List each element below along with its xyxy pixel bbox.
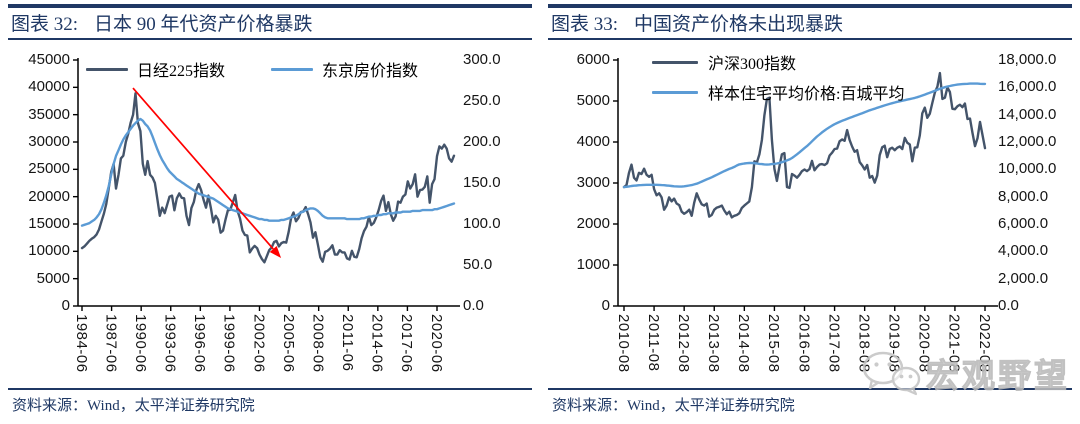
x-axis-tick-label: 2015-08 <box>765 314 783 373</box>
x-axis-tick-label: 2016-08 <box>795 314 813 373</box>
y-right-tick-label: 10,000.0 <box>998 160 1057 178</box>
y-left-tick-label: 5000 <box>576 92 610 109</box>
y-left-tick-label: 15000 <box>28 215 70 232</box>
china-plot-svg <box>613 58 998 311</box>
y-left-tick-label: 45000 <box>28 51 70 68</box>
x-axis-tick-label: 1999-06 <box>220 314 238 373</box>
legend-entry-tokyo-house: 东京房价指数 <box>271 57 418 81</box>
china-chart: 沪深300指数 样本住宅平均价格:百城平均 0 1000 2000 3000 4000 5… <box>548 40 1072 386</box>
x-axis-tick-label: 2012-08 <box>674 314 692 373</box>
y-right-tick-label: 300.0 <box>463 51 501 68</box>
legend-label-house-price: 样本住宅平均价格:百城平均 <box>708 86 905 103</box>
crash-arrow-annotation <box>269 245 282 259</box>
x-axis-tick-label: 2020-06 <box>427 314 445 373</box>
y-left-tick-label: 20000 <box>28 187 70 205</box>
x-axis-tick-label: 1993-06 <box>161 314 179 373</box>
legend-label-tokyo-house: 东京房价指数 <box>322 63 419 80</box>
panel-bottom-rule <box>548 388 1072 390</box>
legend-entry-nikkei: 日经225指数 <box>86 57 225 81</box>
y-left-tick-label: 0 <box>601 297 610 314</box>
legend-label-nikkei: 日经225指数 <box>137 63 226 80</box>
figure-panel-china: 图表 33: 中国资产价格未出现暴跌 沪深300指数 样本住宅平均价格:百城平均 … <box>548 4 1072 422</box>
x-axis-tick-label: 2022-08 <box>975 314 993 373</box>
x-axis-tick-label: 2011-08 <box>644 314 662 372</box>
y-right-tick-label: 0.0 <box>998 297 1019 314</box>
y-right-tick-label: 6,000.0 <box>998 215 1049 232</box>
y-left-tick-label: 0 <box>61 297 70 314</box>
japan-chart: 日经225指数 东京房价指数 0 5000 10000 15000 20000 25000… <box>8 40 532 386</box>
x-axis-tick-label: 2002-06 <box>250 314 268 373</box>
legend-entry-csi300: 沪深300指数 <box>652 47 904 77</box>
x-axis-tick-label: 1987-06 <box>102 314 120 373</box>
y-left-tick-label: 30000 <box>28 133 70 150</box>
figure-label: 图表 32: <box>11 14 79 35</box>
y-left-tick-label: 4000 <box>576 133 610 150</box>
x-axis-tick-label: 2005-06 <box>279 314 297 373</box>
x-axis-tick-label: 1984-06 <box>72 314 90 373</box>
figure-title-row: 图表 32: 日本 90 年代资产价格暴跌 <box>11 12 313 38</box>
y-right-tick-label: 8,000.0 <box>998 187 1049 205</box>
watermark-text: 宏观野望 <box>926 359 1070 396</box>
figure-label: 图表 33: <box>551 14 619 35</box>
x-axis-tick-label: 2021-08 <box>945 314 963 373</box>
legend-label-csi300: 沪深300指数 <box>708 56 797 73</box>
y-right-tick-label: 12,000.0 <box>998 133 1057 150</box>
y-right-tick-label: 150.0 <box>463 174 501 191</box>
y-right-tick-label: 0.0 <box>463 297 484 314</box>
x-axis-tick-label: 1990-06 <box>131 314 149 373</box>
legend-entry-house-price: 样本住宅平均价格:百城平均 <box>652 77 904 107</box>
x-axis-tick-label: 2017-06 <box>398 314 416 373</box>
nikkei-line-swatch <box>86 67 128 71</box>
china-legend: 沪深300指数 样本住宅平均价格:百城平均 <box>652 47 904 107</box>
y-right-tick-label: 200.0 <box>463 133 501 150</box>
panel-top-border <box>548 4 1072 8</box>
y-right-tick-label: 2,000.0 <box>998 269 1049 287</box>
y-right-tick-label: 100.0 <box>463 215 501 232</box>
source-note: 资料来源：Wind，太平洋证券研究院 <box>552 398 795 414</box>
y-left-tick-label: 6000 <box>576 51 610 68</box>
panel-top-border <box>8 4 532 8</box>
y-right-tick-label: 14,000.0 <box>998 105 1057 123</box>
title-underline <box>8 38 532 40</box>
y-right-tick-label: 16,000.0 <box>998 78 1057 96</box>
y-left-tick-label: 35000 <box>28 105 70 123</box>
y-left-tick-label: 3000 <box>576 174 610 191</box>
x-axis-tick-label: 2020-08 <box>915 314 933 373</box>
figure-panel-japan: 图表 32: 日本 90 年代资产价格暴跌 日经225指数 东京房价指数 0 500… <box>8 4 532 422</box>
csi300-line-swatch <box>652 60 698 64</box>
watermark: 宏观野望 <box>860 346 1080 400</box>
figure-title: 中国资产价格未出现暴跌 <box>634 14 844 35</box>
x-axis-tick-label: 2017-08 <box>825 314 843 373</box>
x-axis-tick-label: 2010-08 <box>614 314 632 373</box>
y-right-tick-label: 18,000.0 <box>998 51 1057 68</box>
y-right-tick-label: 4,000.0 <box>998 242 1049 260</box>
x-axis-tick-label: 2008-06 <box>309 314 327 373</box>
y-left-tick-label: 10000 <box>28 242 70 260</box>
panel-bottom-rule <box>8 388 532 390</box>
x-axis-tick-label: 1996-06 <box>191 314 209 373</box>
figure-title: 日本 90 年代资产价格暴跌 <box>94 14 313 35</box>
house-price-line-swatch <box>652 90 698 94</box>
japan-legend: 日经225指数 东京房价指数 <box>86 57 464 81</box>
y-left-tick-label: 25000 <box>28 160 70 178</box>
y-left-tick-label: 40000 <box>28 78 70 96</box>
source-note: 资料来源：Wind，太平洋证券研究院 <box>12 398 255 414</box>
y-left-tick-label: 1000 <box>576 256 610 273</box>
japan-plot-svg <box>73 58 460 311</box>
title-underline <box>548 38 1072 40</box>
x-axis-tick-label: 2014-08 <box>735 314 753 373</box>
x-axis-tick-label: 2011-06 <box>339 314 357 372</box>
y-right-tick-label: 250.0 <box>463 92 501 109</box>
tokyo-house-line-swatch <box>271 67 314 71</box>
figure-title-row: 图表 33: 中国资产价格未出现暴跌 <box>551 12 843 38</box>
y-left-tick-label: 5000 <box>36 269 70 287</box>
x-axis-tick-label: 2014-06 <box>368 314 386 373</box>
y-right-tick-label: 50.0 <box>463 256 493 273</box>
y-left-tick-label: 2000 <box>576 215 610 232</box>
x-axis-tick-label: 2013-08 <box>705 314 723 373</box>
wechat-icon <box>862 351 921 396</box>
